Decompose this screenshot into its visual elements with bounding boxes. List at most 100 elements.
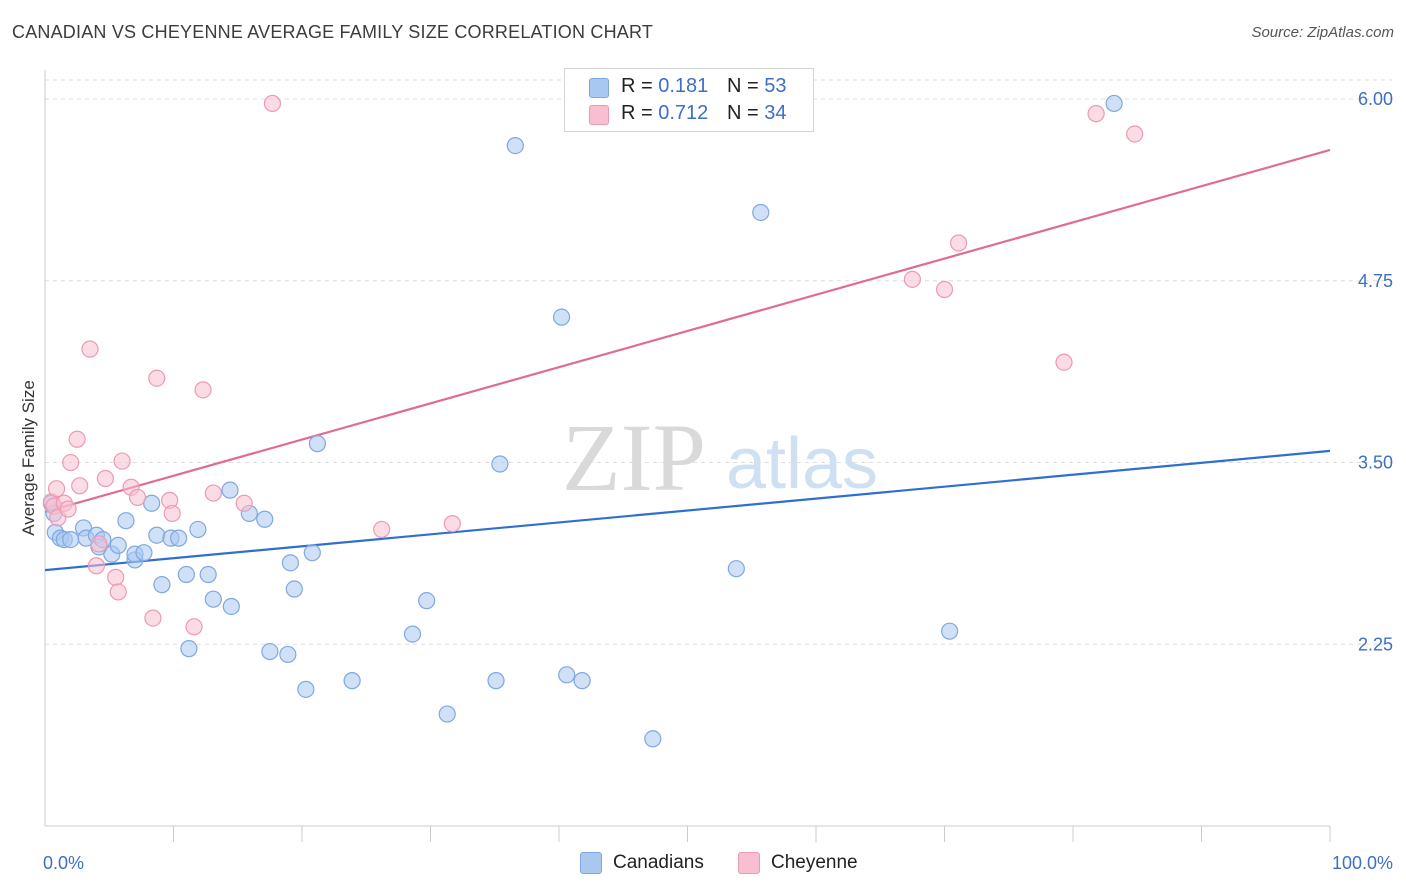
data-points xyxy=(42,94,1144,748)
cheyenne-point xyxy=(443,514,461,533)
canadians-point xyxy=(117,512,135,530)
cheyenne-point xyxy=(68,430,86,448)
chart-title: CANADIAN VS CHEYENNE AVERAGE FAMILY SIZE… xyxy=(12,22,654,42)
canadians-point xyxy=(403,625,422,643)
canadians-point xyxy=(487,672,505,690)
canadians-point xyxy=(644,730,662,748)
canadians-point xyxy=(189,520,207,539)
canadians-point xyxy=(343,672,361,690)
canadians-point xyxy=(153,576,171,594)
canadians-point xyxy=(297,680,315,698)
cheyenne-point xyxy=(903,270,921,288)
correlation-legend: R = 0.181 N = 53 R = 0.712 N = 34 xyxy=(564,68,814,132)
watermark-atlas: atlas xyxy=(726,424,878,504)
cheyenne-point xyxy=(950,234,968,252)
source-label: Source: ZipAtlas.com xyxy=(1251,24,1394,41)
cheyenne-point xyxy=(81,340,99,358)
canadians-point xyxy=(261,642,279,661)
canadians-point xyxy=(221,481,239,499)
axes xyxy=(44,70,1331,842)
cheyenne-legend-swatch xyxy=(738,852,760,874)
canadians-n-value: 53 xyxy=(764,75,787,97)
cheyenne-point xyxy=(47,480,66,498)
gridlines xyxy=(45,79,1392,645)
canadians-swatch xyxy=(589,78,609,98)
canadians-point xyxy=(552,308,571,326)
cheyenne-point xyxy=(148,369,166,387)
canadians-point xyxy=(279,645,297,664)
canadians-n-label: N = xyxy=(727,75,765,97)
y-tick-label: 2.25 xyxy=(1358,634,1393,654)
tick-labels: 2.25 3.50 4.75 6.00 0.0% 100.0% xyxy=(43,89,1393,873)
canadians-point xyxy=(308,435,327,453)
cheyenne-n-value: 34 xyxy=(764,102,787,124)
canadians-point xyxy=(727,560,745,578)
cheyenne-point xyxy=(1055,353,1073,371)
canadians-r-label: R = xyxy=(621,75,659,97)
canadians-point xyxy=(418,592,436,610)
canadians-legend-label: Canadians xyxy=(613,852,704,873)
canadians-point xyxy=(438,705,456,723)
cheyenne-swatch xyxy=(589,105,609,125)
cheyenne-point xyxy=(373,520,391,539)
y-tick-label: 6.00 xyxy=(1358,89,1393,109)
canadians-point xyxy=(222,597,240,616)
canadians-point xyxy=(177,565,195,584)
cheyenne-point xyxy=(107,568,125,586)
canadians-point xyxy=(109,536,127,555)
canadians-point xyxy=(199,565,217,584)
cheyenne-point xyxy=(71,477,89,495)
canadians-point xyxy=(62,530,80,549)
cheyenne-point xyxy=(109,583,127,601)
canadians-point xyxy=(256,510,274,528)
cheyenne-point xyxy=(128,488,147,507)
canadians-point xyxy=(148,526,166,544)
x-tick-label: 0.0% xyxy=(43,853,84,873)
cheyenne-point xyxy=(62,453,80,472)
x-tick-label: 100.0% xyxy=(1332,853,1393,873)
canadians-point xyxy=(573,672,591,690)
cheyenne-point xyxy=(90,535,108,553)
canadians-r-value: 0.181 xyxy=(658,75,709,97)
cheyenne-point xyxy=(185,618,203,636)
cheyenne-point xyxy=(144,609,162,627)
cheyenne-point xyxy=(96,469,114,488)
canadians-point xyxy=(180,640,198,658)
cheyenne-point xyxy=(204,484,222,502)
canadians-point xyxy=(135,544,153,562)
cheyenne-trend-line xyxy=(44,148,1331,514)
cheyenne-point xyxy=(235,494,253,512)
cheyenne-r-value: 0.712 xyxy=(658,102,709,124)
watermark-zip: ZIP xyxy=(562,404,706,511)
cheyenne-point xyxy=(1126,125,1144,143)
canadians-point xyxy=(1105,94,1123,113)
canadians-point xyxy=(281,554,300,572)
cheyenne-point xyxy=(59,500,77,518)
canadians-point xyxy=(303,544,321,562)
cheyenne-n-label: N = xyxy=(727,102,765,124)
canadians-point xyxy=(941,622,959,640)
canadians-point xyxy=(170,529,188,547)
cheyenne-point xyxy=(113,452,131,470)
canadians-point xyxy=(204,590,222,608)
cheyenne-r-label: R = xyxy=(621,102,659,124)
cheyenne-point xyxy=(194,381,212,399)
trend-lines xyxy=(44,148,1331,572)
y-axis-label: Average Family Size xyxy=(19,380,38,536)
canadians-legend-swatch xyxy=(580,852,602,874)
canadians-point xyxy=(506,137,524,155)
canadians-trend-line xyxy=(44,449,1331,572)
watermark: ZIP atlas xyxy=(562,404,878,511)
y-tick-label: 4.75 xyxy=(1358,271,1393,291)
cheyenne-point xyxy=(1087,105,1105,123)
y-tick-label: 3.50 xyxy=(1358,453,1393,473)
canadians-point xyxy=(491,455,509,473)
cheyenne-legend-label: Cheyenne xyxy=(771,852,858,873)
canadians-point xyxy=(558,666,576,684)
cheyenne-point xyxy=(935,280,954,299)
cheyenne-point xyxy=(163,504,181,523)
canadians-point xyxy=(285,580,303,598)
cheyenne-point xyxy=(263,94,282,113)
canadians-point xyxy=(752,203,770,222)
